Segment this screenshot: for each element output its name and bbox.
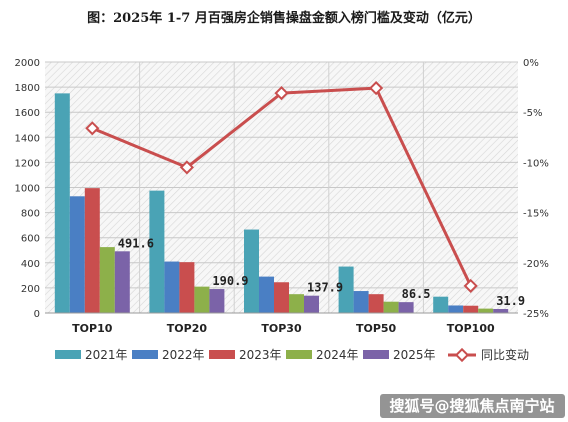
y-tick-label: 800 (21, 209, 40, 220)
line-point (179, 160, 194, 175)
data-label: 137.9 (307, 281, 343, 295)
y-tick-label: 200 (21, 284, 40, 295)
bar (99, 247, 115, 313)
y2-tick-label: -5% (523, 108, 542, 119)
bar (194, 286, 210, 313)
legend-label: 2025年 (393, 348, 436, 362)
y-tick-label: 1400 (15, 133, 40, 144)
y-tick-label: 600 (21, 234, 40, 245)
axes: 0 200 400 600 800 1000 1200 1400 1600 1800 2000 0% -… (15, 58, 549, 335)
y2-tick-label: 0% (523, 58, 539, 69)
y-tick-label: 2000 (15, 58, 40, 69)
line-point (85, 121, 100, 136)
legend-line-marker (454, 347, 470, 363)
y-tick-label: 400 (21, 259, 40, 270)
bar (179, 262, 195, 313)
y-tick-label: 0 (34, 309, 40, 320)
watermark: 搜狐号@搜狐焦点南宁站 (389, 397, 554, 415)
line-point (274, 86, 289, 101)
legend: 2021年 2022年 2023年 2024年 2025年 同比变动 (55, 347, 529, 363)
category-label: TOP30 (261, 322, 302, 335)
bar (463, 305, 479, 313)
bar (368, 294, 384, 313)
legend-label: 2021年 (85, 348, 128, 362)
bar (304, 295, 319, 313)
legend-swatch (55, 350, 81, 359)
bars (54, 93, 509, 313)
legend-label: 2024年 (316, 348, 359, 362)
y2-tick-label: -20% (523, 259, 549, 270)
category-label: TOP20 (167, 322, 208, 335)
bar (274, 282, 289, 313)
bar (398, 302, 414, 313)
legend-label: 同比变动 (481, 347, 529, 362)
legend-swatch (132, 350, 158, 359)
legend-label: 2023年 (239, 348, 282, 362)
line-point (369, 81, 384, 96)
bar (478, 308, 494, 313)
y2-tick-label: -10% (523, 158, 549, 169)
category-label: TOP50 (356, 322, 397, 335)
data-labels: 491.6 190.9 137.9 86.5 31.9 (118, 236, 525, 308)
bar (289, 294, 304, 313)
y-tick-label: 1600 (15, 108, 40, 119)
data-label: 491.6 (118, 236, 154, 250)
bar (54, 93, 70, 313)
bar (353, 291, 369, 313)
bar (209, 289, 225, 313)
bar (493, 308, 509, 313)
bar (338, 266, 354, 313)
bar (448, 305, 464, 313)
category-label: TOP100 (447, 322, 495, 335)
legend-swatch (363, 350, 389, 359)
bar (84, 188, 100, 313)
chart-title: 图：2025年 1-7 月百强房企销售操盘金额入榜门槛及变动（亿元） (87, 10, 481, 26)
data-label: 86.5 (402, 287, 431, 301)
legend-swatch (286, 350, 312, 359)
y-tick-label: 1200 (15, 158, 40, 169)
y-tick-label: 1000 (15, 184, 40, 195)
legend-swatch (209, 350, 235, 359)
category-label: TOP10 (72, 322, 113, 335)
data-label: 190.9 (212, 274, 248, 288)
data-label: 31.9 (496, 294, 525, 308)
y-tick-label: 1800 (15, 83, 40, 94)
bar (433, 296, 449, 313)
bar (149, 190, 165, 313)
line-point (463, 278, 478, 293)
watermark-bg (380, 394, 565, 418)
bar (244, 229, 259, 313)
y2-tick-label: -25% (523, 309, 549, 320)
bar (383, 301, 399, 313)
y2-tick-label: -15% (523, 209, 549, 220)
bar (259, 276, 274, 313)
bar (164, 261, 180, 313)
legend-label: 2022年 (162, 348, 205, 362)
yoy-line (85, 81, 478, 293)
bar (114, 251, 130, 313)
bar (69, 196, 85, 313)
